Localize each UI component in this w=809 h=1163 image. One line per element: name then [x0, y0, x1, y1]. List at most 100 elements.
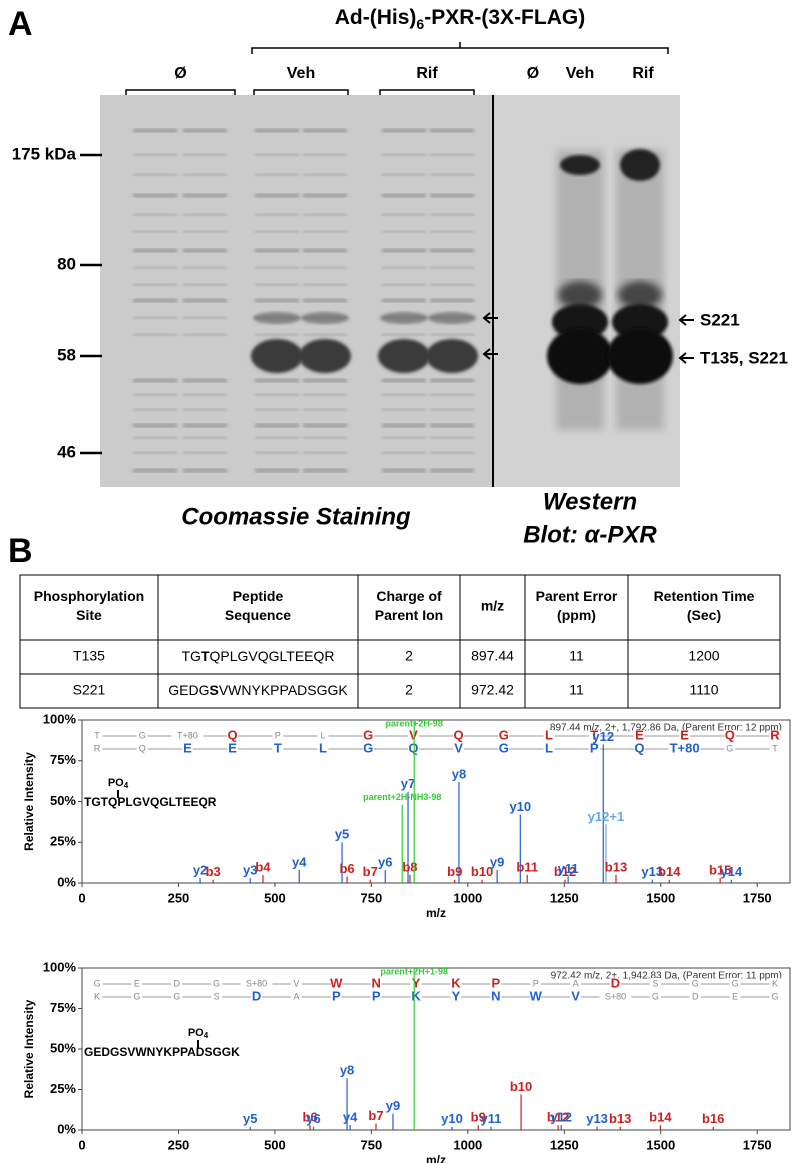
gel-band — [183, 316, 227, 319]
spectrum-header: 972.42 m/z, 2+, 1,942.83 Da, (Parent Err… — [551, 971, 782, 982]
sequence-bg — [136, 743, 148, 755]
caption: Western — [543, 488, 637, 515]
sequence-bg — [649, 978, 661, 990]
table-cell: S221 — [73, 682, 106, 698]
sequence-residue: T+80 — [670, 740, 700, 755]
sequence-residue: D — [174, 978, 181, 988]
sequence-residue: P — [332, 988, 341, 1003]
sequence-bg — [171, 730, 204, 742]
gel-band — [183, 451, 227, 454]
x-tick-label: 500 — [264, 890, 286, 905]
gel-band — [303, 408, 347, 411]
sequence-bg — [290, 991, 302, 1003]
sequence-residue: K — [772, 978, 778, 988]
sequence-bg — [211, 978, 223, 990]
gel-band — [183, 423, 227, 428]
sequence-bg — [136, 730, 148, 742]
sequence-part: S — [210, 682, 219, 698]
peak-label: y4 — [343, 1110, 358, 1125]
gel-band — [430, 248, 474, 253]
sequence-residue: P — [491, 975, 500, 990]
sequence-residue: G — [93, 978, 100, 988]
x-tick-label: 0 — [78, 1137, 85, 1152]
sequence-bg — [211, 991, 223, 1003]
table-header: Retention Time — [654, 588, 755, 604]
x-tick-label: 750 — [361, 890, 383, 905]
gel-band — [303, 283, 347, 286]
title-part: Ad-(His) — [335, 6, 417, 29]
inset-part: PO — [188, 1027, 204, 1039]
gel-band — [183, 213, 227, 216]
gel-band — [133, 316, 177, 319]
x-tick-label: 1500 — [646, 1137, 675, 1152]
peak-label: y10 — [441, 1111, 463, 1126]
sequence-bg — [171, 991, 183, 1003]
sequence-bg — [91, 978, 103, 990]
peak-label: b15 — [709, 863, 731, 878]
sequence-residue: Q — [454, 727, 464, 742]
gel-band — [133, 128, 177, 133]
gel-band — [133, 378, 177, 383]
sequence-residue: S — [652, 978, 658, 988]
sequence-bg — [131, 978, 143, 990]
table-header: Sequence — [225, 607, 291, 623]
table-header: Parent Error — [536, 588, 618, 604]
x-tick-label: 500 — [264, 1137, 286, 1152]
gel-band — [183, 193, 227, 198]
peak-label: parent+2H-98 — [386, 718, 443, 728]
gel-band — [133, 248, 177, 253]
sequence-bg — [407, 743, 419, 755]
arrow — [678, 352, 694, 364]
table-header: (Sec) — [687, 607, 721, 623]
band-label: S221 — [700, 310, 740, 329]
peak-label: b7 — [363, 864, 378, 879]
gel-band — [255, 393, 299, 396]
peak-label: b13 — [605, 859, 627, 874]
gel-band — [255, 333, 299, 336]
sequence-residue: G — [726, 743, 733, 753]
sequence-residue: L — [545, 740, 553, 755]
sequence-residue: G — [652, 991, 659, 1001]
peak-label: b6 — [339, 861, 354, 876]
gel-band — [382, 436, 426, 439]
sequence-residue: S+80 — [246, 978, 267, 988]
gel-band — [303, 193, 347, 198]
band-label: T135, S221 — [700, 348, 788, 367]
y-tick-label: 75% — [50, 1000, 76, 1015]
sequence-residue: L — [545, 727, 553, 742]
gel-band — [430, 333, 474, 336]
sequence-bg — [410, 991, 422, 1003]
peak-label: parent+2H-NH3-98 — [363, 792, 441, 802]
sequence-bg — [490, 978, 502, 990]
sequence-bg — [633, 743, 645, 755]
sequence-bg — [131, 991, 143, 1003]
gel-band — [430, 408, 474, 411]
sequence-residue: D — [611, 975, 620, 990]
blot-band — [560, 155, 600, 175]
y-tick-label: 50% — [50, 793, 76, 808]
gel-band — [382, 333, 426, 336]
marker-label: 46 — [57, 442, 76, 461]
sequence-bg — [453, 730, 465, 742]
gel-band — [430, 266, 474, 269]
gel-band — [382, 378, 426, 383]
sequence-residue: T — [590, 727, 598, 742]
sequence-residue: G — [732, 978, 739, 988]
gel-band — [303, 213, 347, 216]
gel-band — [430, 213, 474, 216]
gel-band — [382, 423, 426, 428]
gel-band — [303, 333, 347, 336]
blot-band — [620, 149, 660, 181]
arrow — [678, 314, 694, 326]
sequence-part: GEDG — [168, 682, 209, 698]
table-header: Site — [76, 607, 102, 623]
panel-title: Ad-(His)6-PXR-(3X-FLAG) — [335, 6, 585, 32]
sequence-bg — [450, 978, 462, 990]
gel-band — [183, 468, 227, 473]
sequence-bg — [570, 978, 582, 990]
gel-band — [183, 378, 227, 383]
sequence-bg — [543, 743, 555, 755]
sequence-bg — [91, 743, 103, 755]
sequence-residue: V — [454, 740, 463, 755]
